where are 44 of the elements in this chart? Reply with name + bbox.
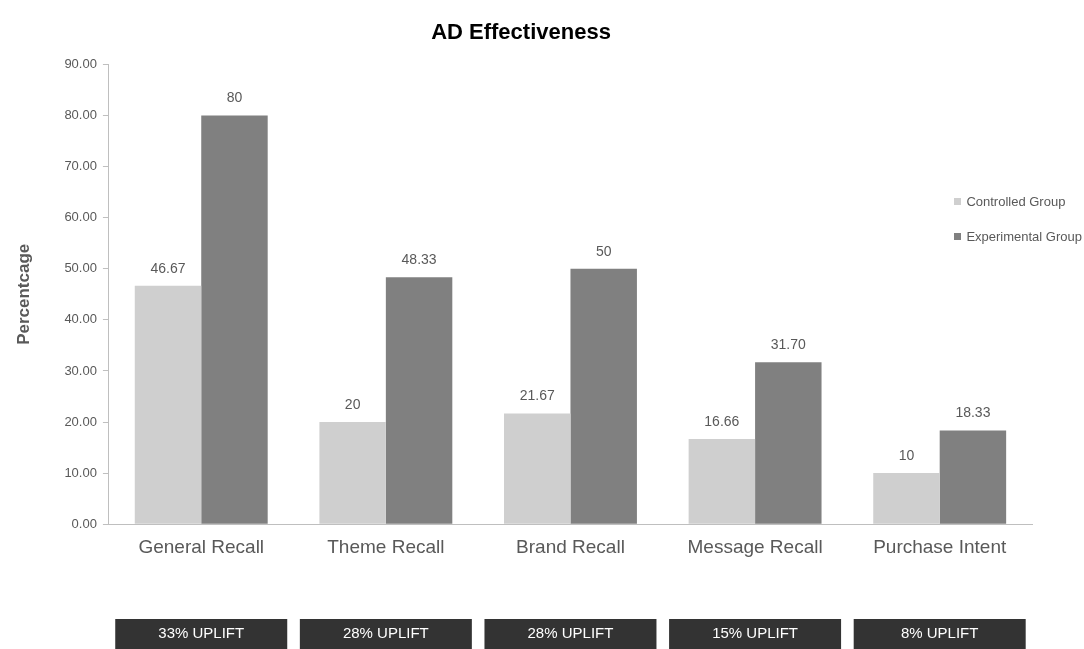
y-tick-label: 70.00 <box>64 158 97 174</box>
y-tick-label: 80.00 <box>64 107 97 123</box>
text: 28% UPLIFT <box>527 624 614 642</box>
bar <box>134 285 202 524</box>
bar <box>319 422 386 524</box>
y-axis-title: Percentcage <box>13 243 33 345</box>
y-tick-label: 50.00 <box>64 260 97 276</box>
text: 15% UPLIFT <box>712 624 799 642</box>
bar <box>201 115 268 524</box>
data-label: 18.33 <box>955 404 991 421</box>
x-tick-label: Brand Recall <box>516 535 625 557</box>
data-label: 48.33 <box>401 251 437 268</box>
text: 33% UPLIFT <box>158 624 245 642</box>
y-tick-label: 40.00 <box>64 311 97 327</box>
legend-label: Controlled Group <box>966 194 1066 209</box>
y-tick-label: 0.00 <box>71 515 97 531</box>
y-tick-label: 10.00 <box>64 464 97 480</box>
data-label: 50 <box>595 242 612 259</box>
text: 8% UPLIFT <box>900 624 979 642</box>
bar <box>755 362 822 524</box>
data-label: 10 <box>898 446 915 463</box>
bar <box>939 430 1007 524</box>
data-label: 31.70 <box>770 336 807 353</box>
text: 28% UPLIFT <box>342 624 429 642</box>
y-tick-label: 20.00 <box>64 413 97 429</box>
data-label: 20 <box>344 395 361 412</box>
y-tick-label: 60.00 <box>64 209 97 225</box>
bar <box>504 413 571 524</box>
bar <box>873 473 940 524</box>
bar <box>385 277 453 524</box>
x-tick-label: General Recall <box>138 535 265 557</box>
chart-title: AD Effectiveness <box>431 19 611 45</box>
x-tick-label: Message Recall <box>687 535 823 557</box>
bar <box>688 439 756 524</box>
data-label: 16.66 <box>704 412 740 429</box>
data-label: 46.67 <box>150 259 186 276</box>
x-tick-label: Theme Recall <box>327 535 445 557</box>
bar <box>570 268 637 524</box>
y-tick-label: 30.00 <box>64 362 97 378</box>
x-tick-label: Purchase Intent <box>873 535 1007 557</box>
data-label: 80 <box>226 89 243 106</box>
data-label: 21.67 <box>519 387 555 404</box>
legend-label: Experimental Group <box>966 229 1082 244</box>
y-tick-label: 90.00 <box>64 55 97 71</box>
